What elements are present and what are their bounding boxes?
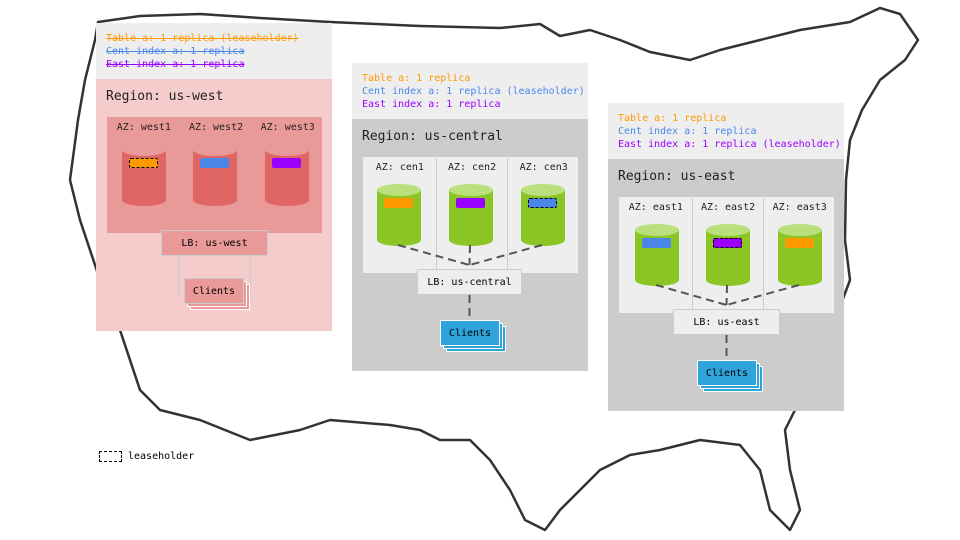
- clients-box[interactable]: Clients: [184, 278, 244, 304]
- replica: [272, 158, 301, 168]
- az-label: AZ: cen3: [519, 162, 568, 173]
- replica-note: Table a: 1 replica: [362, 73, 471, 84]
- az-label: AZ: east2: [700, 202, 756, 213]
- database-node-icon[interactable]: [778, 224, 822, 286]
- replica-note: East index a: 1 replica: [362, 99, 501, 110]
- az-2: AZ: east2: [691, 198, 764, 312]
- az-2: AZ: cen2: [435, 158, 508, 272]
- leaseholder-replica: [713, 238, 742, 248]
- replica: [456, 198, 485, 208]
- region-label: Region: us-east: [618, 169, 736, 184]
- clients-box[interactable]: Clients: [697, 360, 757, 386]
- database-node-icon[interactable]: [521, 184, 565, 246]
- az-1: AZ: cen1: [364, 158, 436, 272]
- region-header-central: Table a: 1 replica Cent index a: 1 replic…: [352, 63, 588, 119]
- az-label: AZ: west3: [260, 122, 315, 133]
- replica-note: East index a: 1 replica: [106, 59, 245, 70]
- az-label: AZ: east1: [628, 202, 683, 213]
- load-balancer[interactable]: LB: us-central: [417, 269, 522, 295]
- az-3: AZ: cen3: [507, 158, 579, 272]
- az-3: AZ: west3: [251, 118, 323, 232]
- az-group: AZ: cen1 AZ: cen2 AZ: cen3: [363, 157, 578, 273]
- az-1: AZ: west1: [108, 118, 180, 232]
- az-label: AZ: west1: [116, 122, 171, 133]
- load-balancer[interactable]: LB: us-west: [161, 230, 268, 256]
- region-label: Region: us-west: [106, 89, 224, 104]
- database-node-icon[interactable]: [122, 144, 166, 206]
- replica: [384, 198, 413, 208]
- replica-note: Cent index a: 1 replica: [618, 126, 757, 137]
- az-label: AZ: cen1: [375, 162, 424, 173]
- az-label: AZ: west2: [188, 122, 244, 133]
- region-label: Region: us-central: [362, 129, 503, 144]
- replica-note: Cent index a: 1 replica (leaseholder): [362, 86, 585, 97]
- replica: [200, 158, 229, 168]
- replica-note: Table a: 1 replica (leaseholder): [106, 33, 299, 44]
- az-1: AZ: east1: [620, 198, 692, 312]
- region-header-east: Table a: 1 replica Cent index a: 1 replic…: [608, 103, 844, 159]
- replica: [785, 238, 814, 248]
- az-3: AZ: east3: [763, 198, 835, 312]
- az-label: AZ: east3: [772, 202, 827, 213]
- az-label: AZ: cen2: [447, 162, 497, 173]
- database-node-icon[interactable]: [193, 144, 237, 206]
- clients-box[interactable]: Clients: [440, 320, 500, 346]
- az-group: AZ: west1 AZ: west2 AZ: west3: [107, 117, 322, 233]
- database-node-icon[interactable]: [635, 224, 679, 286]
- database-node-icon[interactable]: [377, 184, 421, 246]
- leaseholder-replica: [129, 158, 158, 168]
- database-node-icon[interactable]: [449, 184, 493, 246]
- replica: [642, 238, 671, 248]
- leaseholder-replica: [528, 198, 557, 208]
- region-header-west: Table a: 1 replica (leaseholder) Cent ind…: [96, 23, 332, 79]
- az-group: AZ: east1 AZ: east2 AZ: east3: [619, 197, 834, 313]
- load-balancer[interactable]: LB: us-east: [673, 309, 780, 335]
- replica-note: Table a: 1 replica: [618, 113, 727, 124]
- database-node-icon[interactable]: [265, 144, 309, 206]
- replica-note: East index a: 1 replica (leaseholder): [618, 139, 841, 150]
- legend-leaseholder-swatch: [99, 451, 122, 462]
- legend-leaseholder-label: leaseholder: [128, 451, 195, 462]
- az-2: AZ: west2: [179, 118, 252, 232]
- database-node-icon[interactable]: [706, 224, 750, 286]
- replica-note: Cent index a: 1 replica: [106, 46, 245, 57]
